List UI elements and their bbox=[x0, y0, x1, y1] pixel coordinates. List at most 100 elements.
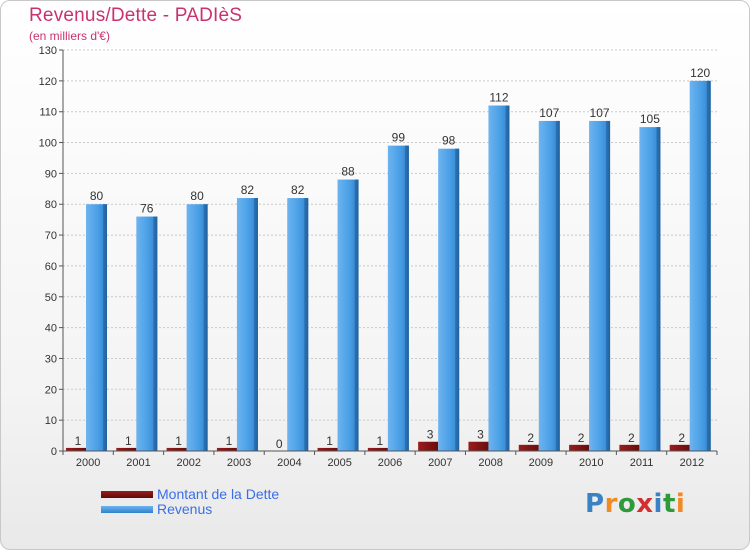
revenue-bar-shade bbox=[354, 179, 359, 452]
revenue-bar bbox=[387, 145, 409, 451]
x-tick-label: 2001 bbox=[126, 457, 150, 469]
x-tick-label: 2007 bbox=[428, 457, 452, 469]
logo-letter: P bbox=[585, 489, 605, 519]
revenue-value-label: 80 bbox=[90, 189, 104, 203]
revenue-bar bbox=[488, 105, 510, 452]
debt-bar bbox=[66, 447, 86, 451]
legend-label-revenus: Revenus bbox=[157, 501, 213, 517]
logo-letter: i bbox=[675, 489, 686, 519]
debt-value-label: 2 bbox=[527, 431, 534, 445]
revenue-bar bbox=[689, 80, 711, 451]
legend-swatch-dette bbox=[101, 491, 153, 498]
debt-value-label: 2 bbox=[628, 431, 635, 445]
debt-bar bbox=[216, 447, 237, 451]
debt-value-label: 3 bbox=[477, 428, 484, 442]
revenue-bar-shade bbox=[203, 204, 208, 451]
y-tick-label: 70 bbox=[45, 230, 57, 242]
debt-value-label: 3 bbox=[427, 428, 434, 442]
revenue-bar bbox=[538, 120, 560, 451]
revenue-value-label: 120 bbox=[690, 66, 710, 80]
revenue-bar bbox=[236, 198, 258, 451]
revenue-bar bbox=[639, 127, 661, 451]
logo-letter: r bbox=[604, 489, 618, 519]
debt-bar bbox=[669, 444, 690, 451]
x-tick-label: 2003 bbox=[227, 457, 251, 469]
logo-letter: o bbox=[617, 489, 637, 519]
debt-bar bbox=[367, 447, 388, 451]
debt-bar bbox=[166, 447, 187, 451]
debt-bar bbox=[317, 447, 338, 451]
y-tick-label: 30 bbox=[45, 353, 57, 365]
legend-swatch-revenus bbox=[101, 506, 153, 513]
revenue-bar-shade bbox=[656, 127, 661, 451]
revenue-bar-shade bbox=[153, 216, 158, 451]
revenue-bar bbox=[337, 179, 359, 452]
x-tick-label: 2006 bbox=[378, 457, 402, 469]
revenue-value-label: 105 bbox=[640, 112, 660, 126]
chart-title: Revenus/Dette - PADIèS bbox=[29, 5, 243, 26]
legend-label-dette: Montant de la Dette bbox=[157, 486, 280, 502]
x-tick-label: 2012 bbox=[680, 457, 704, 469]
debt-value-label: 2 bbox=[578, 431, 585, 445]
chart-subtitle: (en milliers d'€) bbox=[29, 29, 110, 43]
debt-value-label: 0 bbox=[276, 437, 283, 451]
revenue-value-label: 82 bbox=[291, 183, 305, 197]
y-tick-label: 10 bbox=[45, 415, 57, 427]
x-tick-label: 2011 bbox=[630, 457, 654, 469]
legend-item-dette: Montant de la Dette bbox=[101, 487, 279, 502]
y-tick-label: 60 bbox=[45, 261, 57, 273]
debt-bar bbox=[418, 441, 439, 451]
logo-letter: x bbox=[636, 489, 654, 519]
y-tick-label: 90 bbox=[45, 168, 57, 180]
y-tick-label: 100 bbox=[39, 138, 57, 150]
revenue-bar bbox=[589, 120, 611, 451]
debt-value-label: 1 bbox=[175, 434, 182, 448]
y-tick-label: 120 bbox=[39, 76, 57, 88]
debt-bar bbox=[518, 444, 539, 451]
x-tick-label: 2002 bbox=[177, 457, 201, 469]
y-tick-label: 50 bbox=[45, 292, 57, 304]
revenue-bar bbox=[438, 148, 460, 451]
revenue-bar-shade bbox=[103, 204, 107, 451]
revenue-bar-shade bbox=[455, 148, 460, 451]
legend-item-revenus: Revenus bbox=[101, 502, 279, 517]
revenue-bar-shade bbox=[606, 120, 611, 451]
revenue-bar-shade bbox=[404, 145, 409, 451]
x-tick-label: 2000 bbox=[76, 457, 100, 469]
y-tick-label: 20 bbox=[45, 384, 57, 396]
revenue-bar-shade bbox=[304, 198, 309, 451]
revenue-bar bbox=[287, 198, 309, 451]
debt-value-label: 2 bbox=[678, 431, 685, 445]
revenue-bar-shade bbox=[706, 80, 711, 451]
logo-letter: i bbox=[653, 489, 663, 519]
proxiti-logo: Proxiti bbox=[585, 489, 685, 519]
revenue-value-label: 98 bbox=[442, 134, 456, 148]
revenue-value-label: 82 bbox=[241, 183, 255, 197]
x-tick-label: 2010 bbox=[579, 457, 603, 469]
debt-bar bbox=[619, 444, 640, 451]
revenue-bar bbox=[186, 204, 208, 451]
x-tick-label: 2008 bbox=[478, 457, 502, 469]
x-tick-label: 2004 bbox=[277, 457, 301, 469]
revenue-bar-shade bbox=[253, 198, 258, 451]
debt-value-label: 1 bbox=[75, 434, 82, 448]
logo-letter: t bbox=[662, 489, 676, 519]
debt-bar bbox=[468, 441, 489, 451]
revenue-bar-shade bbox=[555, 120, 560, 451]
debt-bar bbox=[569, 444, 590, 451]
revenue-value-label: 80 bbox=[190, 189, 204, 203]
revenue-value-label: 88 bbox=[341, 165, 355, 179]
debt-value-label: 1 bbox=[377, 434, 384, 448]
x-tick-label: 2005 bbox=[327, 457, 351, 469]
y-tick-label: 40 bbox=[45, 323, 57, 335]
revenue-bar bbox=[86, 204, 107, 451]
revenue-value-label: 107 bbox=[590, 106, 610, 120]
debt-bar bbox=[116, 447, 137, 451]
revenue-value-label: 107 bbox=[539, 106, 559, 120]
debt-value-label: 1 bbox=[226, 434, 233, 448]
revenue-value-label: 112 bbox=[489, 91, 508, 105]
y-tick-label: 0 bbox=[51, 446, 57, 458]
y-tick-label: 130 bbox=[39, 45, 57, 57]
